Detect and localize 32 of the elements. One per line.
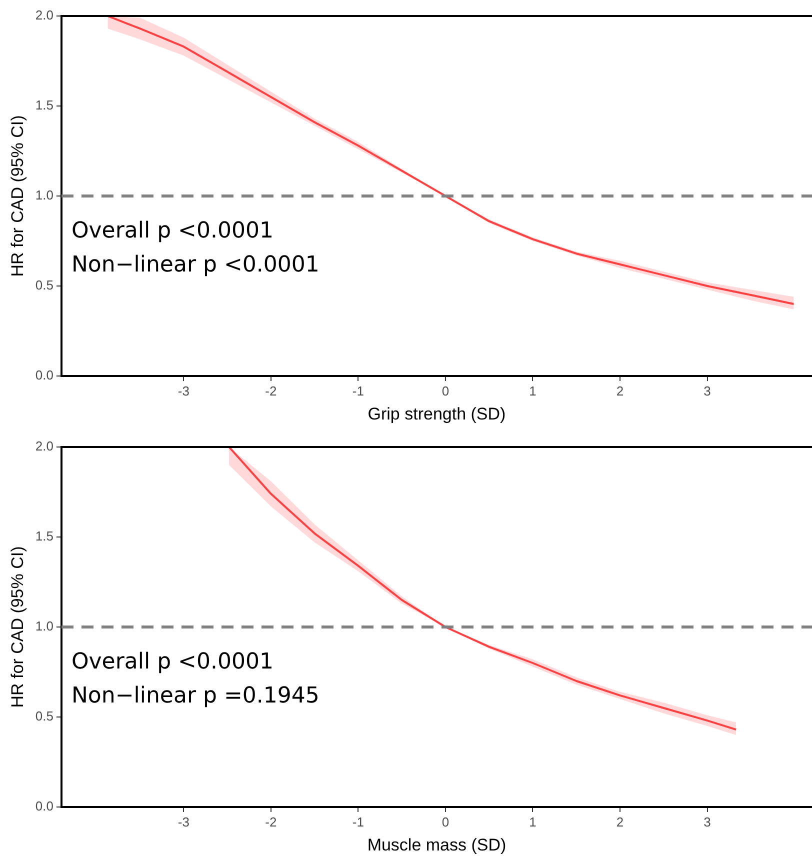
annotation: Overall p <0.0001 xyxy=(71,218,274,244)
y-tick-label: 0.0 xyxy=(35,368,54,383)
y-tick-label: 1.5 xyxy=(35,528,54,544)
y-tick-label: 2.0 xyxy=(35,8,54,23)
y-tick-label: 1.0 xyxy=(35,188,54,203)
x-tick-label: 2 xyxy=(616,814,624,830)
y-tick-label: 1.0 xyxy=(35,618,54,634)
annotation: Non−linear p <0.0001 xyxy=(71,252,320,278)
x-tick-label: 3 xyxy=(704,383,711,398)
y-tick-label: 0.5 xyxy=(35,278,54,293)
x-tick-label: -3 xyxy=(178,814,190,830)
y-axis-title: HR for CAD (95% CI) xyxy=(8,546,27,708)
x-axis-title: Muscle mass (SD) xyxy=(367,835,506,854)
x-tick-label: -1 xyxy=(352,814,364,830)
x-axis-title: Grip strength (SD) xyxy=(368,404,506,424)
y-tick-label: 2.0 xyxy=(35,438,54,454)
annotation: Non−linear p =0.1945 xyxy=(71,684,320,709)
x-tick-label: 1 xyxy=(529,814,536,830)
y-tick-label: 1.5 xyxy=(35,98,54,113)
y-axis-title: HR for CAD (95% CI) xyxy=(8,115,27,277)
x-tick-label: -2 xyxy=(265,814,277,830)
x-tick-label: 0 xyxy=(442,383,450,398)
annotation: Overall p <0.0001 xyxy=(71,650,274,675)
x-tick-label: 3 xyxy=(704,814,711,830)
x-tick-label: 0 xyxy=(442,814,450,830)
x-tick-label: -1 xyxy=(352,383,364,398)
x-tick-label: -2 xyxy=(265,383,277,398)
y-tick-label: 0.5 xyxy=(35,708,54,724)
x-tick-label: 1 xyxy=(529,383,536,398)
x-tick-label: -3 xyxy=(178,383,190,398)
y-tick-label: 0.0 xyxy=(35,798,54,814)
x-tick-label: 2 xyxy=(616,383,624,398)
